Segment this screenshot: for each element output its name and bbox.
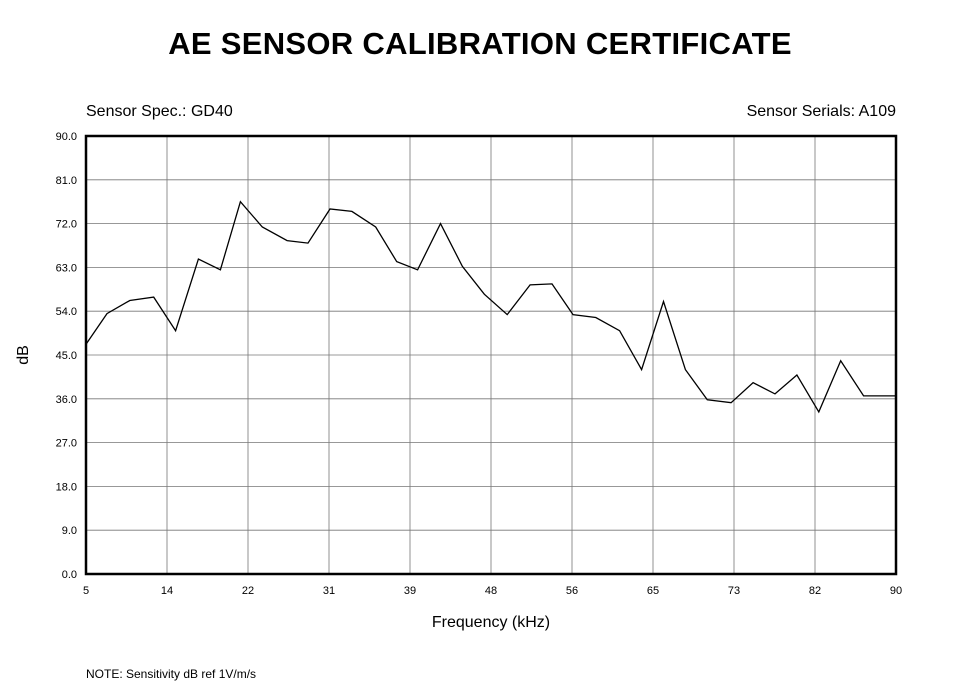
chart-grid	[85, 135, 897, 575]
y-axis-label: dB	[15, 345, 32, 365]
x-tick-label: 14	[161, 585, 173, 597]
sensor-spec-label: Sensor Spec.: GD40	[86, 103, 233, 120]
x-tick-labels: 5 14 22 31 39 48 56 65 73 82 90	[83, 585, 902, 597]
y-tick-label: 45.0	[56, 350, 77, 362]
x-tick-label: 82	[809, 585, 821, 597]
y-tick-label: 0.0	[62, 569, 77, 581]
x-tick-label: 48	[485, 585, 497, 597]
sensitivity-note: NOTE: Sensitivity dB ref 1V/m/s	[86, 667, 257, 681]
x-tick-label: 22	[242, 585, 254, 597]
x-tick-label: 39	[404, 585, 416, 597]
y-tick-label: 72.0	[56, 219, 77, 231]
x-tick-label: 65	[647, 585, 659, 597]
x-axis-label: Frequency (kHz)	[432, 614, 550, 631]
y-tick-label: 27.0	[56, 438, 77, 450]
y-tick-label: 54.0	[56, 306, 77, 318]
y-tick-label: 9.0	[62, 525, 77, 537]
y-tick-label: 90.0	[56, 131, 77, 143]
x-tick-label: 90	[890, 585, 902, 597]
plot-area	[84, 134, 898, 576]
x-tick-label: 5	[83, 585, 89, 597]
y-tick-label: 81.0	[56, 175, 77, 187]
sensitivity-series-line	[85, 200, 896, 414]
x-tick-label: 56	[566, 585, 578, 597]
x-tick-label: 31	[323, 585, 335, 597]
y-tick-label: 36.0	[56, 394, 77, 406]
y-tick-label: 18.0	[56, 481, 77, 493]
x-tick-label: 73	[728, 585, 740, 597]
certificate-title: AE SENSOR CALIBRATION CERTIFICATE	[168, 26, 792, 61]
sensor-serials-label: Sensor Serials: A109	[746, 103, 896, 120]
y-tick-label: 63.0	[56, 262, 77, 274]
y-tick-labels: 0.0 9.0 18.0 27.0 36.0 45.0 54.0 63.0 72.0 81.0 90…	[56, 131, 77, 581]
